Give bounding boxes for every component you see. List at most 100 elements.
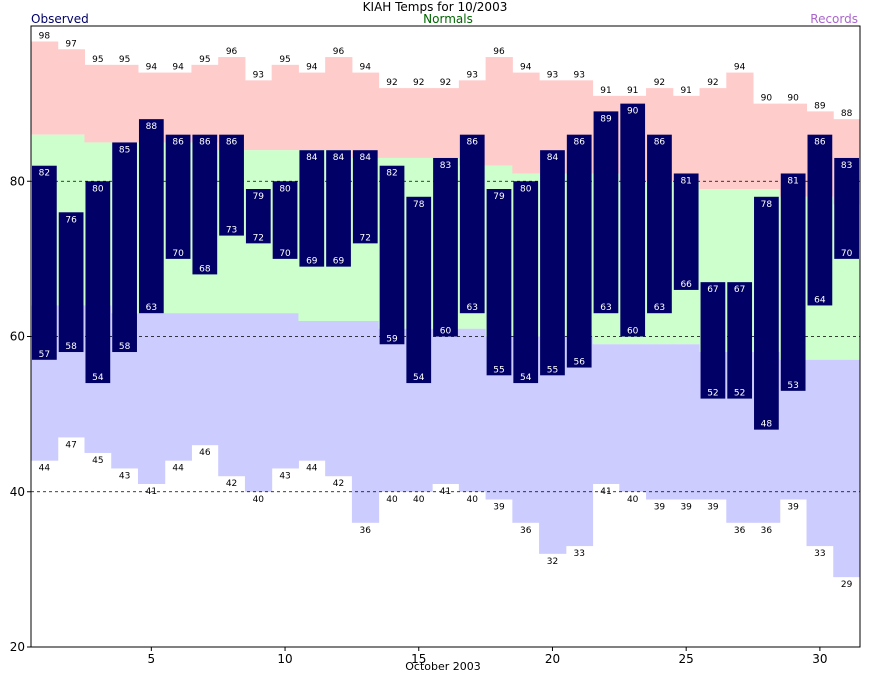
observed-bar [486, 189, 512, 376]
record-low-label: 44 [172, 464, 184, 474]
observed-high-label: 80 [520, 184, 532, 194]
x-tick-label: 10 [277, 652, 292, 666]
record-high-label: 94 [172, 63, 184, 73]
observed-bar [459, 134, 485, 314]
record-low-label: 39 [493, 503, 505, 513]
observed-bar [245, 189, 271, 244]
record-high-label: 93 [467, 70, 478, 80]
record-low-label: 36 [360, 526, 372, 536]
observed-high-label: 90 [627, 107, 639, 117]
observed-low-label: 58 [119, 342, 131, 352]
record-low-band [325, 320, 353, 477]
record-low-band [565, 336, 594, 547]
record-high-label: 92 [413, 78, 424, 88]
record-low-label: 41 [146, 487, 157, 497]
record-high-label: 95 [119, 55, 130, 65]
record-low-band [833, 359, 861, 578]
legend-normals: Normals [423, 12, 473, 26]
observed-high-label: 78 [761, 200, 773, 210]
observed-high-label: 76 [65, 215, 77, 225]
record-high-label: 88 [841, 109, 853, 119]
observed-low-label: 64 [814, 295, 826, 305]
observed-high-label: 82 [39, 169, 50, 179]
observed-bar [620, 103, 646, 337]
record-low-band [244, 313, 273, 492]
record-high-label: 96 [493, 47, 505, 57]
record-high-label: 97 [65, 39, 76, 49]
observed-low-label: 63 [654, 303, 665, 313]
record-low-label: 39 [787, 503, 799, 513]
x-axis-label: October 2003 [405, 660, 481, 673]
observed-low-label: 58 [65, 342, 77, 352]
observed-bar [299, 150, 325, 267]
y-tick-label: 80 [10, 174, 25, 188]
observed-high-label: 84 [306, 153, 318, 163]
record-high-band [378, 88, 406, 158]
record-low-label: 46 [199, 448, 211, 458]
observed-high-label: 82 [386, 169, 397, 179]
record-low-label: 39 [654, 503, 666, 513]
observed-bar [807, 134, 833, 306]
record-low-label: 43 [279, 471, 290, 481]
record-high-band [325, 57, 353, 151]
record-low-band [806, 359, 834, 547]
observed-high-label: 84 [360, 153, 372, 163]
record-high-label: 92 [654, 78, 665, 88]
record-high-band [672, 95, 701, 182]
observed-low-label: 55 [547, 365, 558, 375]
record-high-label: 91 [680, 86, 691, 96]
record-high-label: 94 [146, 63, 158, 73]
record-high-label: 94 [306, 63, 318, 73]
observed-bar [192, 134, 218, 275]
observed-low-label: 63 [146, 303, 157, 313]
record-high-band [405, 88, 433, 158]
record-high-label: 95 [92, 55, 103, 65]
observed-low-label: 63 [600, 303, 611, 313]
observed-bar [566, 134, 592, 368]
observed-high-label: 86 [172, 138, 184, 148]
record-high-label: 89 [814, 101, 826, 111]
observed-bar [780, 173, 806, 391]
observed-high-label: 83 [440, 161, 451, 171]
record-high-label: 91 [627, 86, 638, 96]
record-high-label: 92 [440, 78, 451, 88]
record-high-label: 95 [199, 55, 210, 65]
observed-high-label: 88 [146, 122, 158, 132]
observed-low-label: 66 [680, 280, 692, 290]
observed-high-label: 79 [493, 192, 505, 202]
record-low-label: 41 [440, 487, 451, 497]
observed-low-label: 72 [253, 233, 264, 243]
record-high-label: 93 [253, 70, 264, 80]
record-low-band [351, 320, 380, 523]
record-low-label: 45 [92, 456, 103, 466]
observed-high-label: 86 [573, 138, 585, 148]
record-low-label: 33 [573, 549, 584, 559]
record-low-label: 40 [386, 495, 398, 505]
record-low-label: 40 [627, 495, 639, 505]
observed-high-label: 80 [279, 184, 291, 194]
record-high-label: 90 [787, 94, 799, 104]
record-low-band [672, 344, 701, 500]
observed-high-label: 79 [253, 192, 265, 202]
record-low-label: 42 [226, 479, 237, 489]
record-low-label: 42 [333, 479, 344, 489]
record-high-band [512, 72, 540, 174]
record-low-band [619, 344, 647, 492]
record-low-label: 36 [734, 526, 746, 536]
record-low-label: 41 [600, 487, 611, 497]
observed-low-label: 54 [413, 373, 425, 383]
observed-low-label: 72 [360, 233, 371, 243]
record-high-band [218, 57, 246, 151]
observed-low-label: 70 [172, 249, 184, 259]
record-high-band [31, 41, 59, 135]
observed-low-label: 52 [707, 389, 718, 399]
record-high-label: 93 [547, 70, 558, 80]
observed-bar [513, 181, 539, 384]
observed-bar [700, 282, 726, 399]
observed-bar [32, 165, 57, 360]
observed-high-label: 86 [814, 138, 826, 148]
observed-bar [540, 150, 565, 376]
record-low-label: 39 [680, 503, 692, 513]
observed-bar [165, 134, 191, 259]
